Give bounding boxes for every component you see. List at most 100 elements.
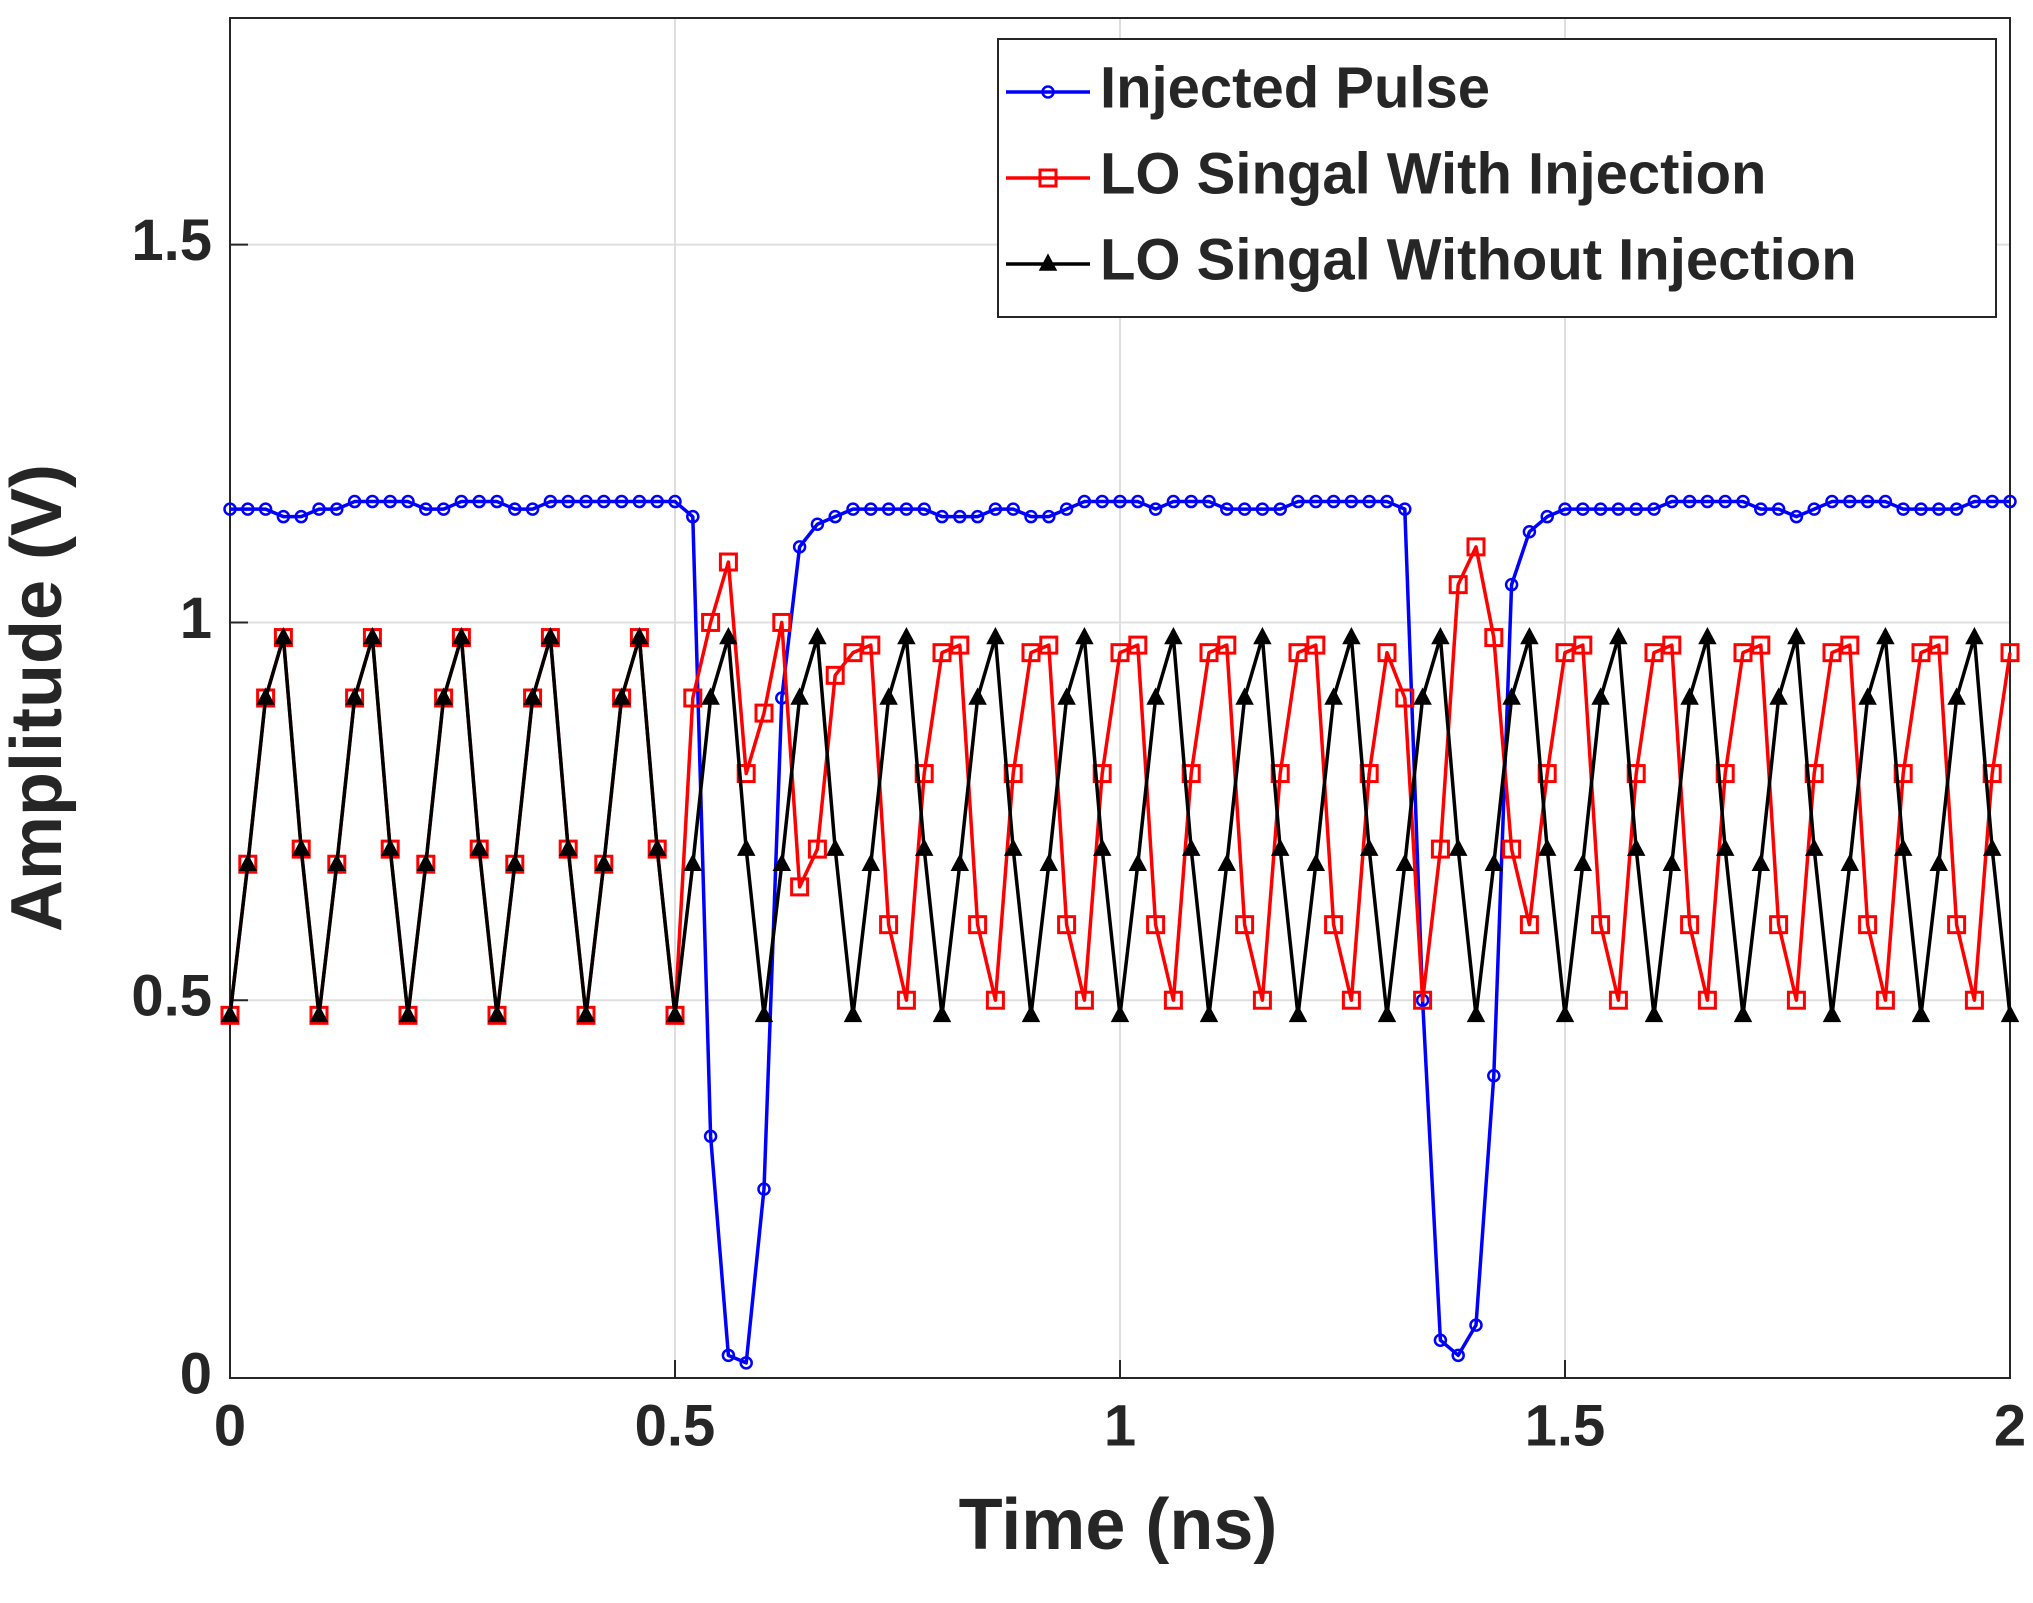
marker [1128,853,1148,871]
marker [935,509,949,524]
marker [1309,494,1323,509]
marker [1042,509,1056,524]
marker [330,502,344,516]
marker [754,1004,774,1023]
plot-frame [229,17,2011,1379]
marker [879,915,899,935]
marker [1166,494,1181,509]
marker [986,626,1005,645]
marker [523,687,542,705]
legend: Injected Pulse LO Singal With Injection LO… [997,38,1997,318]
marker [1822,1004,1842,1023]
marker [276,509,291,524]
marker [754,703,774,723]
legend-box [997,38,1997,318]
marker [1573,853,1593,871]
marker [1199,1004,1219,1023]
marker [1662,853,1682,871]
marker [1626,838,1646,856]
marker [2000,1004,2020,1023]
marker [241,502,255,516]
marker [1522,525,1537,539]
marker [932,1004,952,1023]
marker [543,494,558,509]
marker [1255,502,1270,516]
marker [1235,915,1255,935]
marker [383,494,397,509]
marker [1398,502,1412,516]
marker [864,502,878,516]
marker [1662,635,1682,655]
marker [505,853,525,871]
marker [1769,687,1788,705]
marker [1786,990,1806,1010]
marker [1291,494,1305,509]
marker [1359,838,1379,856]
marker [434,687,453,705]
marker [1092,838,1112,856]
y-axis-label: Amplitude (V) [0,464,77,932]
marker [1146,915,1166,935]
marker [612,687,631,705]
marker [1484,628,1504,648]
marker [1235,687,1254,705]
x-tick-label: 1 [1104,1393,1136,1458]
marker [1021,1004,1041,1023]
marker [1840,853,1860,871]
marker [1804,838,1824,856]
marker [256,687,275,705]
marker [1733,643,1753,663]
marker [1932,502,1946,516]
marker [1843,494,1857,509]
marker [1593,502,1608,516]
marker [525,502,540,516]
marker [825,665,845,685]
marker [843,643,863,663]
marker [1110,643,1130,663]
marker [1451,1348,1465,1363]
marker [1288,643,1308,663]
marker [1448,838,1468,856]
marker [1537,838,1557,856]
marker [1949,502,1964,516]
marker [579,494,593,509]
marker [1608,990,1628,1010]
marker [1095,494,1109,509]
marker [454,494,469,509]
marker [1038,168,1058,188]
marker [1519,915,1539,935]
marker [1006,502,1020,516]
marker [950,635,970,655]
marker [327,853,347,871]
marker [985,990,1005,1010]
legend-label: LO Singal Without Injection [1100,227,1857,292]
marker [1718,494,1732,509]
marker [719,626,738,645]
marker [401,494,415,509]
marker [632,494,647,509]
marker [701,687,720,705]
y-tick-label: 1 [180,586,212,651]
marker [843,1004,863,1023]
marker [896,990,916,1010]
marker [469,838,489,856]
marker [1911,643,1931,663]
marker [594,853,614,871]
marker [294,509,308,524]
marker [1967,494,1982,509]
marker [1448,575,1468,595]
marker [1430,839,1450,859]
marker [1413,687,1432,705]
marker [1184,494,1198,509]
marker [363,626,382,645]
marker [1860,494,1875,509]
marker [1502,839,1522,859]
marker [1003,838,1023,856]
marker [1893,838,1913,856]
marker [1555,1004,1575,1023]
marker [1807,502,1821,516]
marker [861,853,881,871]
marker [1362,494,1376,509]
marker [1504,577,1519,592]
